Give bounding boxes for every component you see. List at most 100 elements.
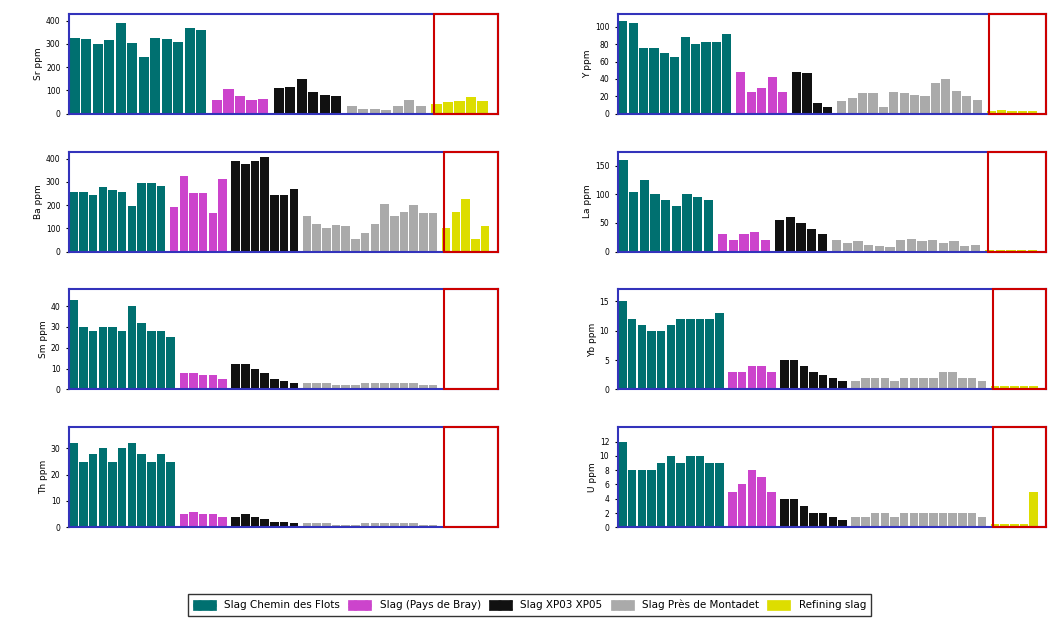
Bar (138, 323, 146, 389)
Bar (686, 456, 695, 527)
Bar (790, 360, 798, 389)
Bar (157, 331, 165, 389)
Bar (297, 79, 307, 114)
Bar (847, 98, 857, 114)
Y-axis label: Th ppm: Th ppm (39, 460, 48, 494)
Bar (767, 372, 775, 389)
Bar (949, 372, 957, 389)
Bar (280, 522, 288, 527)
Bar (963, 96, 971, 114)
Bar (218, 517, 227, 527)
Bar (977, 517, 986, 527)
Bar (705, 319, 714, 389)
Bar (82, 39, 91, 114)
Bar (718, 235, 728, 251)
Bar (331, 96, 341, 114)
Bar (1027, 250, 1037, 251)
Bar (952, 91, 961, 114)
Bar (628, 319, 636, 389)
Legend: Slag Chemin des Flots, Slag (Pays de Bray), Slag XP03 XP05, Slag Près de Montade: Slag Chemin des Flots, Slag (Pays de Bra… (187, 595, 872, 616)
Bar (212, 100, 222, 114)
Bar (451, 526, 460, 527)
Bar (910, 378, 918, 389)
Bar (760, 240, 770, 251)
Bar (870, 378, 879, 389)
Bar (399, 212, 408, 251)
Bar (686, 319, 695, 389)
Bar (98, 449, 107, 527)
Bar (696, 456, 704, 527)
Bar (280, 381, 288, 389)
Bar (896, 240, 905, 251)
Bar (454, 101, 465, 114)
Bar (1006, 250, 1016, 251)
Bar (629, 192, 639, 251)
Bar (273, 88, 284, 114)
Bar (98, 187, 107, 251)
Bar (434, 14, 498, 114)
Bar (431, 104, 442, 114)
Bar (235, 96, 245, 114)
Bar (968, 378, 976, 389)
Bar (270, 379, 279, 389)
Bar (303, 383, 311, 389)
Bar (471, 239, 480, 251)
Bar (180, 373, 189, 389)
Bar (972, 100, 982, 114)
Bar (778, 92, 787, 114)
Bar (890, 92, 898, 114)
Bar (139, 57, 148, 114)
Bar (949, 241, 958, 251)
Bar (138, 454, 146, 527)
Bar (346, 105, 357, 114)
Bar (768, 77, 776, 114)
Bar (341, 525, 351, 527)
Bar (696, 319, 704, 389)
Bar (861, 378, 869, 389)
Bar (442, 228, 450, 251)
Bar (839, 381, 847, 389)
Bar (169, 207, 178, 251)
Bar (303, 215, 311, 251)
Bar (352, 385, 360, 389)
Bar (868, 93, 878, 114)
Bar (993, 427, 1046, 527)
Bar (410, 205, 418, 251)
Bar (280, 195, 288, 251)
Bar (390, 383, 398, 389)
Bar (478, 101, 487, 114)
Bar (322, 383, 330, 389)
Bar (462, 388, 470, 389)
Bar (331, 225, 340, 251)
Bar (166, 462, 175, 527)
Bar (757, 366, 766, 389)
Bar (851, 517, 860, 527)
Bar (920, 96, 930, 114)
Bar (900, 93, 909, 114)
Bar (1018, 111, 1027, 114)
Bar (199, 193, 208, 251)
Bar (127, 206, 137, 251)
Bar (147, 183, 156, 251)
Bar (308, 92, 318, 114)
Bar (79, 462, 88, 527)
Bar (399, 524, 408, 527)
Bar (429, 525, 437, 527)
Bar (618, 160, 628, 251)
Bar (807, 228, 816, 251)
Bar (322, 228, 330, 251)
Bar (410, 524, 418, 527)
Bar (232, 161, 240, 251)
Bar (638, 324, 646, 389)
Bar (1001, 524, 1009, 527)
Bar (1029, 386, 1038, 389)
Bar (729, 492, 737, 527)
Bar (958, 378, 967, 389)
Bar (715, 313, 723, 389)
Bar (818, 235, 827, 251)
Bar (640, 180, 649, 251)
Bar (261, 157, 269, 251)
Y-axis label: Sr ppm: Sr ppm (34, 47, 43, 80)
Bar (162, 39, 172, 114)
Bar (190, 373, 198, 389)
